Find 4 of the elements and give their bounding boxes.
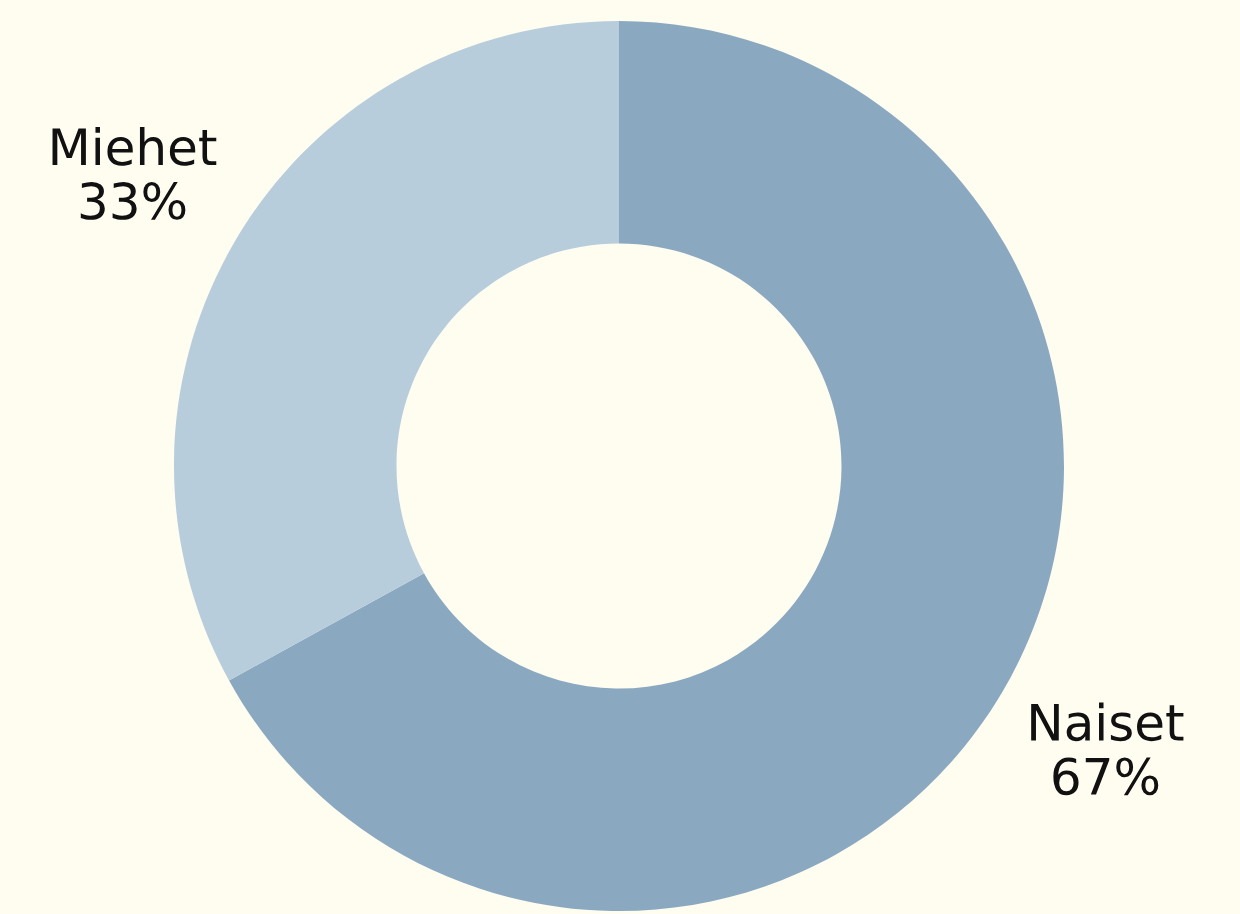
slice-label: Naiset xyxy=(1031,702,1184,742)
slice-label: Miehet xyxy=(52,127,217,166)
data-label: 67% xyxy=(1053,757,1159,796)
data-label: 33% xyxy=(80,182,186,220)
